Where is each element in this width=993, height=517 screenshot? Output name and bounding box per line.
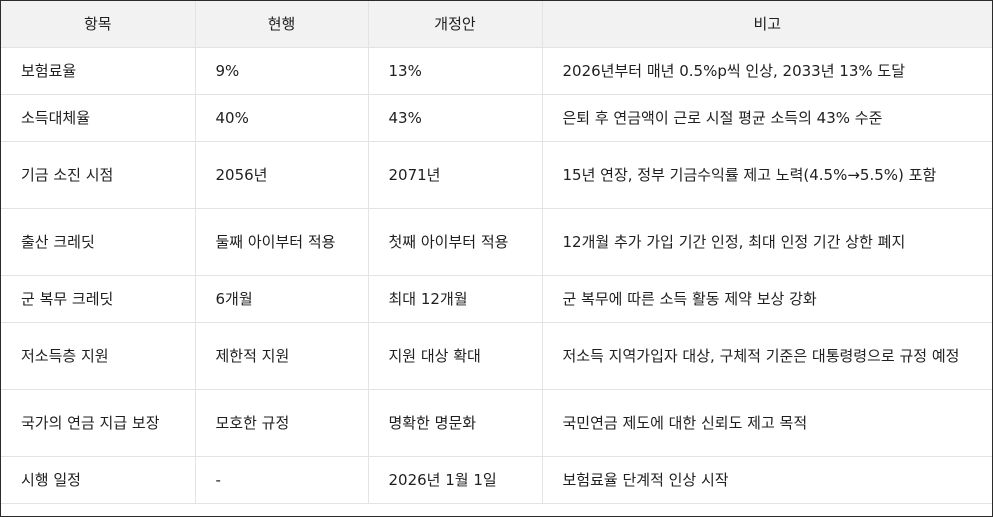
- cell-proposal: 2026년 1월 1일: [368, 456, 543, 504]
- cell-remarks: 2026년부터 매년 0.5%p씩 인상, 2033년 13% 도달: [542, 47, 992, 95]
- cell-remarks: 12개월 추가 가입 기간 인정, 최대 인정 기간 상한 폐지: [542, 208, 992, 276]
- cell-proposal: 첫째 아이부터 적용: [368, 208, 543, 276]
- cell-item: 출산 크레딧: [1, 208, 196, 276]
- table-body: 보험료율 9% 13% 2026년부터 매년 0.5%p씩 인상, 2033년 …: [1, 47, 992, 504]
- cell-remarks: 은퇴 후 연금액이 근로 시절 평균 소득의 43% 수준: [542, 94, 992, 142]
- cell-current: 모호한 규정: [195, 389, 369, 457]
- cell-proposal: 43%: [368, 94, 543, 142]
- table-row: 기금 소진 시점 2056년 2071년 15년 연장, 정부 기금수익률 제고…: [1, 141, 992, 209]
- header-current: 현행: [195, 1, 369, 48]
- cell-proposal: 지원 대상 확대: [368, 322, 543, 390]
- cell-proposal: 2071년: [368, 141, 543, 209]
- header-row: 항목 현행 개정안 비고: [1, 1, 992, 48]
- cell-proposal: 최대 12개월: [368, 275, 543, 323]
- cell-remarks: 국민연금 제도에 대한 신뢰도 제고 목적: [542, 389, 992, 457]
- cell-proposal: 명확한 명문화: [368, 389, 543, 457]
- pension-reform-table: 항목 현행 개정안 비고 보험료율 9% 13% 2026년부터 매년 0.5%…: [1, 1, 992, 504]
- table-row: 국가의 연금 지급 보장 모호한 규정 명확한 명문화 국민연금 제도에 대한 …: [1, 389, 992, 457]
- table-header: 항목 현행 개정안 비고: [1, 1, 992, 48]
- cell-remarks: 15년 연장, 정부 기금수익률 제고 노력(4.5%→5.5%) 포함: [542, 141, 992, 209]
- cell-current: -: [195, 456, 369, 504]
- header-item: 항목: [1, 1, 196, 48]
- table-row: 시행 일정 - 2026년 1월 1일 보험료율 단계적 인상 시작: [1, 456, 992, 504]
- cell-item: 보험료율: [1, 47, 196, 95]
- cell-current: 제한적 지원: [195, 322, 369, 390]
- cell-proposal: 13%: [368, 47, 543, 95]
- table-row: 소득대체율 40% 43% 은퇴 후 연금액이 근로 시절 평균 소득의 43%…: [1, 94, 992, 142]
- cell-remarks: 저소득 지역가입자 대상, 구체적 기준은 대통령령으로 규정 예정: [542, 322, 992, 390]
- header-proposal: 개정안: [368, 1, 543, 48]
- cell-item: 소득대체율: [1, 94, 196, 142]
- cell-item: 시행 일정: [1, 456, 196, 504]
- cell-remarks: 군 복무에 따른 소득 활동 제약 보상 강화: [542, 275, 992, 323]
- table-row: 군 복무 크레딧 6개월 최대 12개월 군 복무에 따른 소득 활동 제약 보…: [1, 275, 992, 323]
- cell-remarks: 보험료율 단계적 인상 시작: [542, 456, 992, 504]
- cell-item: 기금 소진 시점: [1, 141, 196, 209]
- table-row: 보험료율 9% 13% 2026년부터 매년 0.5%p씩 인상, 2033년 …: [1, 47, 992, 95]
- cell-item: 군 복무 크레딧: [1, 275, 196, 323]
- table-row: 저소득층 지원 제한적 지원 지원 대상 확대 저소득 지역가입자 대상, 구체…: [1, 322, 992, 390]
- cell-current: 40%: [195, 94, 369, 142]
- cell-current: 6개월: [195, 275, 369, 323]
- cell-item: 국가의 연금 지급 보장: [1, 389, 196, 457]
- cell-item: 저소득층 지원: [1, 322, 196, 390]
- cell-current: 9%: [195, 47, 369, 95]
- cell-current: 둘째 아이부터 적용: [195, 208, 369, 276]
- cell-current: 2056년: [195, 141, 369, 209]
- table-row: 출산 크레딧 둘째 아이부터 적용 첫째 아이부터 적용 12개월 추가 가입 …: [1, 208, 992, 276]
- header-remarks: 비고: [542, 1, 992, 48]
